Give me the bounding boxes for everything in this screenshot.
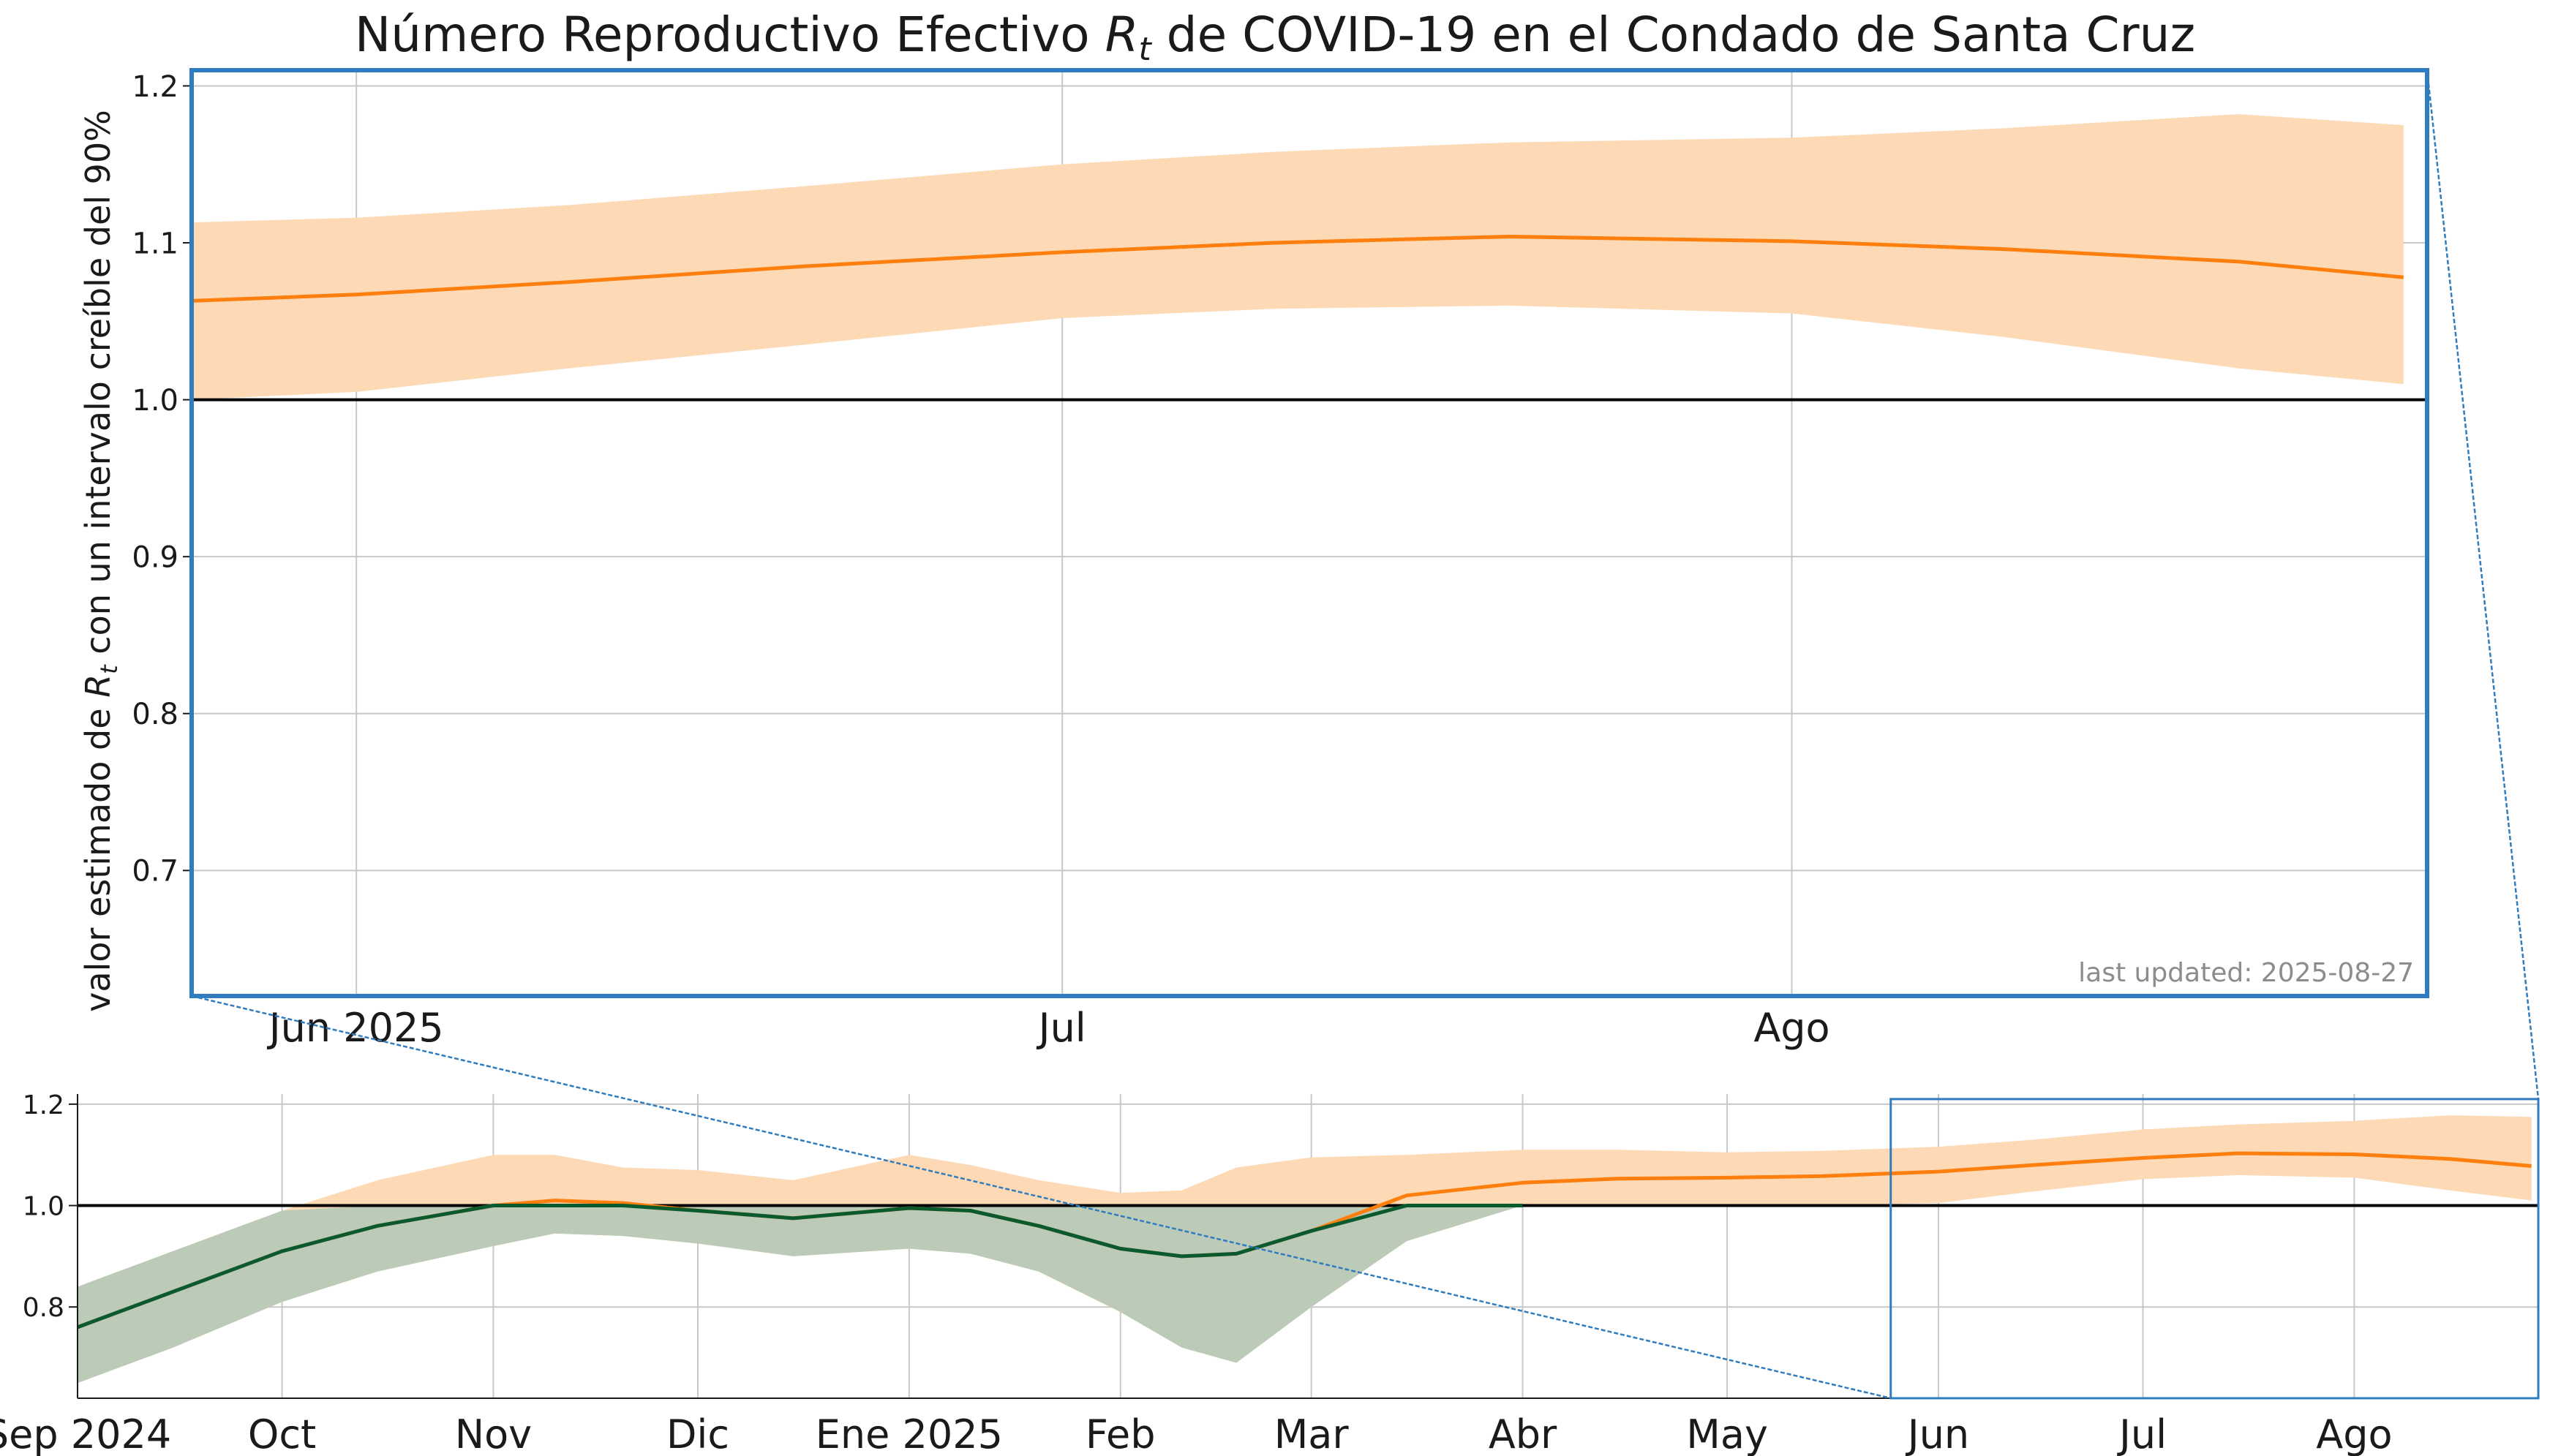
chart-title: Número Reproductivo Efectivo Rt de COVID… (355, 7, 2195, 68)
x-tick-label: Ago (1753, 1005, 1829, 1051)
zoom-region-box (1889, 1098, 2540, 1400)
x-tick-label: Jul (1037, 1005, 1086, 1051)
connector-left (191, 995, 1892, 1400)
y-tick-label: 1.2 (132, 70, 178, 104)
rt-line-0 (192, 235, 2404, 303)
ci-band-0 (192, 114, 2404, 400)
x-tick-label: Oct (248, 1411, 316, 1456)
x-tick-label: Sep 2024 (0, 1411, 171, 1456)
y-tick-label: 1.2 (23, 1090, 64, 1120)
x-tick-label: Ene 2025 (816, 1411, 1003, 1456)
last-updated-annotation: last updated: 2025-08-27 (2078, 958, 2414, 988)
x-tick-label: May (1686, 1411, 1768, 1456)
zoomed-data (192, 114, 2427, 401)
x-tick-label: Dic (666, 1411, 729, 1456)
y-tick-label: 1.0 (23, 1191, 64, 1221)
y-tick-label: 0.8 (132, 698, 178, 731)
x-tick-label: Jun (1906, 1411, 1969, 1456)
x-tick-label: Jun 2025 (267, 1005, 444, 1051)
x-tick-label: Jul (2117, 1411, 2167, 1456)
y-tick-label: 1.1 (132, 227, 178, 260)
y-tick-label: 0.9 (132, 541, 178, 575)
x-tick-label: Nov (455, 1411, 532, 1456)
y-tick-label: 0.8 (23, 1293, 64, 1323)
overview-panel: 0.8 1.0 1.2 Sep 2024 Oct Nov Dic Ene 2025 Feb Mar… (0, 1090, 2538, 1456)
x-tick-label: Ago (2316, 1411, 2392, 1456)
connector-right (2426, 69, 2540, 1100)
overview-data (78, 1115, 2538, 1384)
x-tick-label: Feb (1086, 1411, 1156, 1456)
y-axis-label: valor estimado de Rt con un intervalo cr… (78, 110, 123, 1012)
zoomed-frame (189, 68, 2429, 998)
y-tick-label: 1.0 (132, 384, 178, 418)
x-tick-label: Mar (1274, 1411, 1350, 1456)
ci-band-1 (78, 1205, 1523, 1384)
x-tick-label: Abr (1489, 1411, 1557, 1456)
zoomed-panel: 0.7 0.8 0.9 1.0 1.1 1.2 Jun 2025 Jul Ago (132, 68, 2429, 1051)
zoom-connectors (191, 69, 2540, 1400)
y-tick-label: 0.7 (132, 855, 178, 889)
rt-line-1 (78, 1204, 1523, 1329)
